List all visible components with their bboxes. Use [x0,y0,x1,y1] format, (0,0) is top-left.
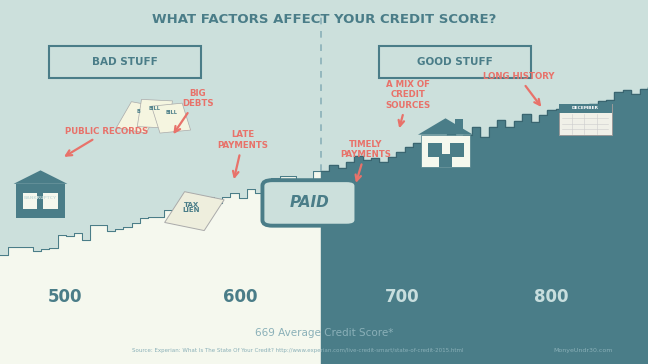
FancyBboxPatch shape [559,104,612,113]
Text: 500: 500 [47,288,82,306]
Text: WHAT FACTORS AFFECT YOUR CREDIT SCORE?: WHAT FACTORS AFFECT YOUR CREDIT SCORE? [152,13,496,26]
FancyBboxPatch shape [559,104,612,135]
Text: LATE
PAYMENTS: LATE PAYMENTS [218,130,268,177]
Polygon shape [14,170,67,184]
Text: PAID: PAID [290,195,329,210]
Text: 600: 600 [222,288,257,306]
FancyBboxPatch shape [23,193,37,209]
FancyBboxPatch shape [421,135,470,167]
Polygon shape [321,87,648,364]
Polygon shape [0,171,321,364]
Text: 800: 800 [533,288,568,306]
Polygon shape [117,102,161,133]
Text: TIMELY
PAYMENTS: TIMELY PAYMENTS [341,139,391,181]
FancyBboxPatch shape [439,154,452,167]
FancyBboxPatch shape [43,193,58,209]
Text: LIEN: LIEN [182,207,200,213]
Text: BANKRUPTCY: BANKRUPTCY [24,196,57,200]
FancyBboxPatch shape [428,143,442,157]
Text: B: B [137,110,141,114]
Text: DECEMBER: DECEMBER [572,107,599,110]
Text: BIG
DEBTS: BIG DEBTS [175,88,213,132]
Text: BAD STUFF: BAD STUFF [92,57,157,67]
Text: 669 Average Credit Score*: 669 Average Credit Score* [255,328,393,338]
Polygon shape [418,118,473,135]
Polygon shape [165,192,224,230]
FancyBboxPatch shape [262,180,356,226]
Text: TAX: TAX [183,202,199,207]
Text: PUBLIC RECORDS: PUBLIC RECORDS [65,127,148,156]
Polygon shape [152,103,191,133]
Text: BILL: BILL [165,110,177,115]
FancyBboxPatch shape [455,119,463,131]
Text: 700: 700 [384,288,419,306]
Text: A MIX OF
CREDIT
SOURCES: A MIX OF CREDIT SOURCES [386,80,431,126]
Text: LONG HISTORY: LONG HISTORY [483,72,554,105]
FancyBboxPatch shape [49,46,201,78]
Text: BILL: BILL [149,106,161,111]
Text: GOOD STUFF: GOOD STUFF [417,57,493,67]
FancyBboxPatch shape [450,143,464,157]
FancyBboxPatch shape [379,46,531,78]
Text: MonyeUndr30.com: MonyeUndr30.com [553,348,612,353]
Text: Source: Experian: What Is The State Of Your Credit? http://www.experian.com/live: Source: Experian: What Is The State Of Y… [132,348,464,353]
Polygon shape [137,99,172,128]
FancyBboxPatch shape [16,184,65,218]
